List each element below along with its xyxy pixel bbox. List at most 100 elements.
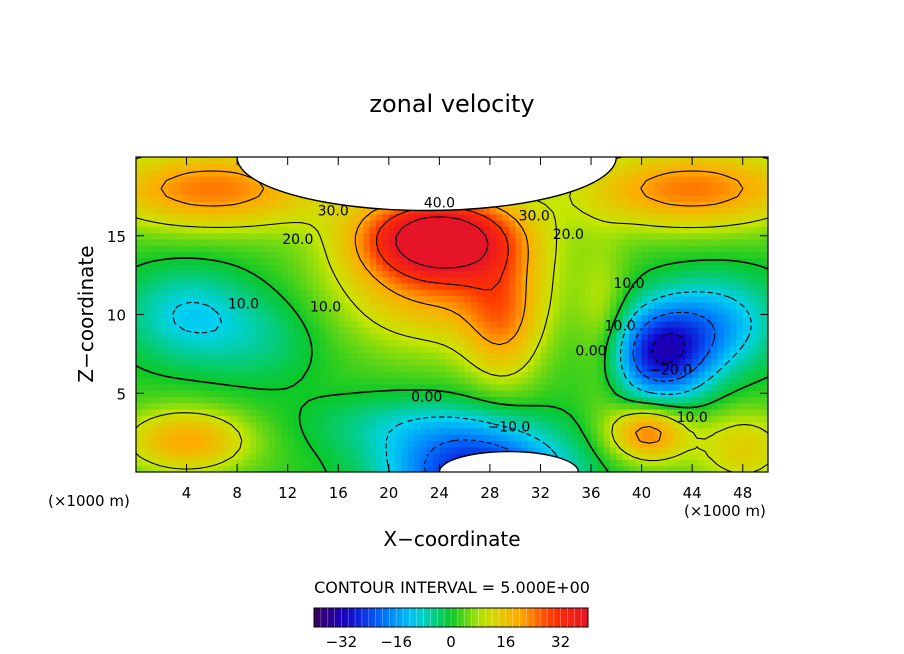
field-cell bbox=[679, 333, 687, 341]
field-cell bbox=[256, 188, 263, 196]
field-cell bbox=[243, 314, 251, 322]
field-cell bbox=[508, 289, 516, 297]
field-cell bbox=[515, 409, 523, 416]
field-cell bbox=[167, 364, 175, 372]
field-cell bbox=[527, 226, 535, 234]
field-cell bbox=[565, 257, 573, 265]
field-cell bbox=[312, 346, 320, 353]
field-cell bbox=[540, 415, 548, 423]
field-cell bbox=[401, 276, 409, 284]
field-cell bbox=[154, 440, 162, 448]
field-cell bbox=[641, 220, 649, 227]
field-cell bbox=[508, 358, 516, 366]
field-cell bbox=[388, 333, 396, 341]
field-cell bbox=[148, 421, 156, 429]
field-cell bbox=[148, 453, 156, 460]
field-cell bbox=[199, 459, 207, 467]
field-cell bbox=[180, 364, 188, 372]
field-cell bbox=[319, 453, 327, 460]
field-cell bbox=[489, 415, 497, 423]
field-cell bbox=[717, 390, 725, 397]
field-cell bbox=[553, 308, 561, 316]
field-cell bbox=[458, 402, 466, 410]
field-cell bbox=[679, 182, 687, 190]
field-cell bbox=[186, 157, 194, 164]
field-cell bbox=[268, 188, 276, 196]
field-cell bbox=[723, 301, 731, 309]
field-cell bbox=[281, 226, 289, 234]
field-cell bbox=[736, 453, 744, 460]
field-cell bbox=[350, 383, 358, 391]
field-cell bbox=[508, 226, 516, 234]
field-cell bbox=[401, 434, 409, 442]
field-cell bbox=[136, 213, 143, 221]
field-cell bbox=[711, 364, 719, 372]
field-cell bbox=[388, 327, 396, 334]
field-cell bbox=[369, 257, 377, 265]
field-cell bbox=[736, 251, 744, 259]
field-cell bbox=[622, 446, 630, 454]
field-cell bbox=[521, 371, 529, 379]
field-cell bbox=[660, 383, 668, 391]
field-cell bbox=[483, 264, 491, 271]
field-cell bbox=[647, 245, 655, 253]
field-cell bbox=[635, 295, 643, 303]
field-cell bbox=[647, 453, 655, 460]
field-cell bbox=[205, 421, 213, 429]
field-cell bbox=[647, 220, 655, 227]
field-cell bbox=[704, 188, 712, 196]
field-cell bbox=[730, 415, 737, 423]
field-cell bbox=[262, 440, 270, 448]
field-cell bbox=[654, 314, 662, 322]
field-cell bbox=[565, 415, 573, 423]
field-cell bbox=[527, 383, 535, 391]
field-cell bbox=[180, 157, 188, 164]
field-cell bbox=[673, 346, 681, 353]
field-cell bbox=[673, 238, 681, 246]
field-cell bbox=[597, 396, 605, 404]
field-cell bbox=[496, 364, 504, 372]
field-cell bbox=[508, 245, 516, 253]
field-cell bbox=[211, 358, 219, 366]
field-cell bbox=[698, 434, 706, 442]
field-cell bbox=[483, 358, 491, 366]
field-cell bbox=[148, 346, 156, 353]
field-cell bbox=[692, 182, 700, 190]
field-cell bbox=[464, 352, 472, 360]
field-cell bbox=[376, 301, 384, 309]
field-cell bbox=[578, 377, 586, 385]
field-cell bbox=[414, 226, 421, 234]
field-cell bbox=[635, 453, 643, 460]
field-cell bbox=[344, 283, 352, 290]
field-cell bbox=[300, 459, 308, 467]
field-cell bbox=[540, 339, 548, 347]
field-cell bbox=[553, 289, 561, 297]
field-cell bbox=[243, 421, 251, 429]
field-cell bbox=[154, 175, 162, 183]
field-cell bbox=[414, 333, 421, 341]
field-cell bbox=[553, 434, 561, 442]
field-cell bbox=[641, 352, 649, 360]
field-cell bbox=[218, 169, 226, 177]
field-cell bbox=[723, 352, 731, 360]
field-cell bbox=[527, 289, 535, 297]
field-cell bbox=[230, 383, 238, 391]
field-cell bbox=[717, 427, 725, 435]
field-cell bbox=[622, 301, 630, 309]
field-cell bbox=[268, 383, 276, 391]
field-cell bbox=[761, 320, 768, 328]
field-cell bbox=[628, 409, 636, 416]
field-cell bbox=[534, 301, 542, 309]
field-cell bbox=[136, 339, 143, 347]
field-cell bbox=[218, 346, 226, 353]
field-cell bbox=[382, 352, 390, 360]
field-cell bbox=[692, 396, 700, 404]
field-cell bbox=[199, 301, 207, 309]
field-cell bbox=[704, 295, 712, 303]
field-cell bbox=[692, 440, 700, 448]
field-cell bbox=[312, 377, 320, 385]
field-cell bbox=[458, 446, 466, 454]
field-cell bbox=[369, 446, 377, 454]
field-cell bbox=[698, 396, 706, 404]
field-cell bbox=[527, 301, 535, 309]
